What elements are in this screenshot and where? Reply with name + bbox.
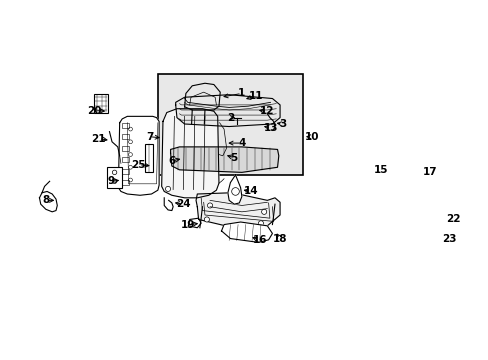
Text: 10: 10	[304, 132, 319, 142]
Polygon shape	[227, 175, 242, 204]
Text: 19: 19	[181, 220, 195, 230]
Text: 18: 18	[272, 234, 287, 244]
Circle shape	[165, 186, 170, 192]
Polygon shape	[175, 95, 280, 126]
Text: 11: 11	[248, 91, 263, 101]
Text: 13: 13	[264, 123, 278, 133]
Circle shape	[207, 203, 212, 208]
Text: 20: 20	[87, 105, 102, 116]
Bar	[107, 167, 122, 188]
Text: 21: 21	[91, 134, 106, 144]
Text: 23: 23	[441, 234, 456, 244]
Text: 6: 6	[168, 156, 175, 166]
Polygon shape	[196, 193, 280, 230]
Polygon shape	[162, 109, 219, 198]
Text: 25: 25	[131, 160, 146, 170]
Bar	[145, 144, 152, 172]
Text: 16: 16	[252, 235, 266, 246]
Polygon shape	[170, 147, 278, 172]
Text: 9: 9	[107, 176, 114, 186]
Text: 1: 1	[238, 89, 245, 98]
Bar	[158, 74, 303, 175]
Text: 2: 2	[226, 113, 234, 123]
Polygon shape	[188, 218, 201, 228]
Circle shape	[112, 179, 117, 184]
Text: 14: 14	[244, 186, 258, 197]
Text: 17: 17	[422, 167, 437, 177]
Text: 15: 15	[373, 165, 387, 175]
Circle shape	[258, 221, 263, 226]
Text: 24: 24	[176, 199, 190, 209]
Circle shape	[231, 188, 239, 195]
Circle shape	[112, 170, 117, 175]
Bar	[122, 157, 128, 162]
Bar	[94, 94, 108, 113]
Circle shape	[261, 209, 266, 214]
Circle shape	[204, 217, 209, 222]
Polygon shape	[411, 162, 425, 176]
Text: 22: 22	[445, 215, 460, 225]
Text: 12: 12	[260, 106, 274, 116]
Text: 4: 4	[238, 138, 245, 148]
Bar	[122, 180, 128, 185]
Bar	[432, 208, 450, 218]
Text: 3: 3	[279, 119, 285, 129]
Text: 8: 8	[42, 195, 49, 205]
Text: 7: 7	[145, 132, 153, 142]
Polygon shape	[40, 192, 57, 212]
Bar	[122, 134, 128, 139]
Bar	[122, 146, 128, 151]
Polygon shape	[118, 116, 159, 195]
Bar	[122, 123, 128, 128]
Polygon shape	[221, 222, 272, 242]
Text: 5: 5	[230, 153, 237, 163]
Bar	[122, 168, 128, 174]
